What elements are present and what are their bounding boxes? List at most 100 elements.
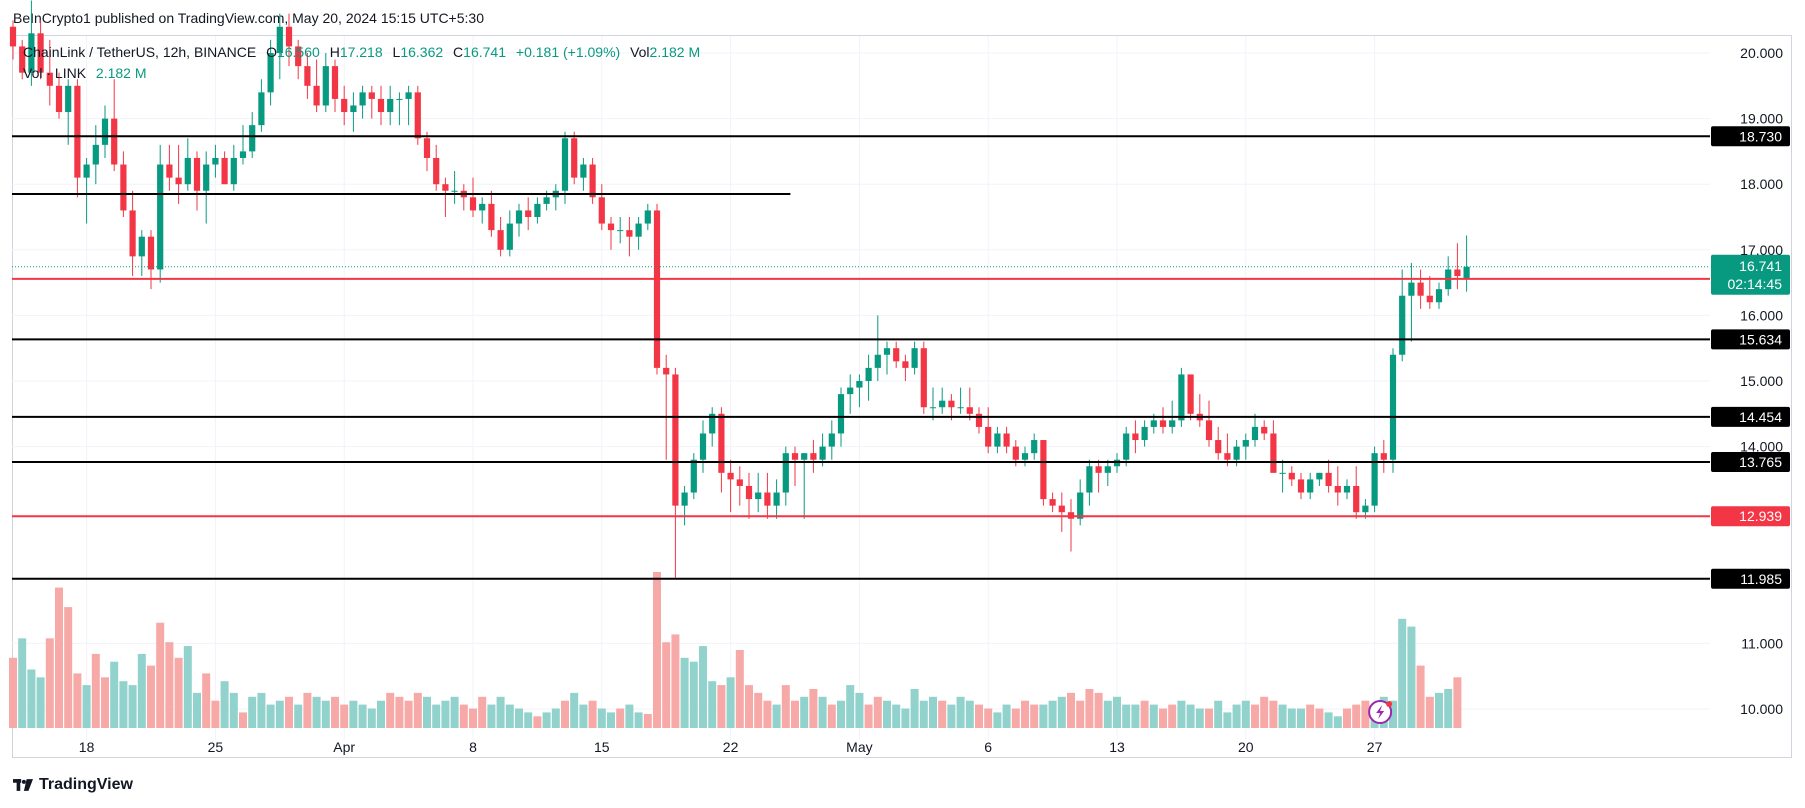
x-tick-label: 27 bbox=[1367, 739, 1383, 755]
candle-body bbox=[28, 33, 35, 73]
candle-body bbox=[865, 367, 872, 381]
candle-body bbox=[1380, 453, 1387, 460]
volume-bar bbox=[64, 607, 73, 728]
volume-bar bbox=[864, 704, 873, 728]
candle-body bbox=[203, 164, 210, 191]
volume-bar bbox=[781, 685, 790, 728]
candle-body bbox=[120, 164, 127, 211]
candle-body bbox=[893, 348, 900, 362]
x-tick-label: 18 bbox=[79, 739, 95, 755]
volume-bar bbox=[671, 634, 680, 728]
candle-body bbox=[791, 453, 799, 460]
volume-bar bbox=[101, 677, 109, 728]
candle-body bbox=[1297, 479, 1305, 493]
volume-bar bbox=[1389, 700, 1397, 728]
volume-bar bbox=[156, 622, 165, 728]
volume-bar bbox=[883, 700, 891, 728]
volume-bar bbox=[321, 700, 330, 728]
candle-body bbox=[690, 459, 697, 493]
volume-bar bbox=[358, 704, 367, 728]
volume-bar bbox=[809, 689, 818, 728]
candle-body bbox=[1417, 282, 1424, 296]
level-label: 12.939 bbox=[1739, 508, 1782, 524]
candle-body bbox=[1270, 433, 1277, 473]
volume-bar bbox=[956, 696, 965, 728]
volume-bar bbox=[1278, 704, 1287, 728]
candle-body bbox=[1178, 374, 1185, 421]
open-label: O bbox=[266, 44, 277, 60]
candle-body bbox=[1187, 374, 1194, 414]
volume-bar bbox=[266, 704, 275, 728]
candle-body bbox=[1251, 426, 1259, 441]
volume-bar bbox=[1361, 700, 1370, 728]
candle-body bbox=[212, 157, 219, 165]
candle-body bbox=[83, 164, 90, 178]
volume-bar bbox=[892, 704, 901, 728]
candle-body bbox=[46, 72, 53, 86]
candle-body bbox=[644, 210, 651, 224]
volume-bar bbox=[1306, 704, 1315, 728]
volume-bar bbox=[993, 712, 1002, 728]
candle-body bbox=[1150, 420, 1157, 427]
candle-body bbox=[1049, 499, 1056, 506]
candle-body bbox=[810, 453, 817, 460]
level-label: 15.634 bbox=[1739, 331, 1782, 347]
candle-body bbox=[405, 92, 412, 99]
candle-body bbox=[1215, 440, 1222, 454]
candle-body bbox=[626, 230, 633, 237]
candle-body bbox=[635, 223, 642, 237]
candle-body bbox=[920, 348, 927, 408]
candle-body bbox=[497, 230, 504, 250]
candle-body bbox=[239, 151, 247, 158]
volume-bar bbox=[1131, 704, 1140, 728]
candle-body bbox=[479, 203, 486, 211]
candle-body bbox=[653, 210, 661, 368]
volume-bar bbox=[386, 692, 395, 728]
candle-body bbox=[184, 157, 191, 185]
candle-body bbox=[1288, 472, 1295, 480]
candle-body bbox=[488, 203, 495, 231]
candle-body bbox=[433, 157, 440, 185]
brand-label: TradingView bbox=[39, 776, 133, 793]
candle-body bbox=[1141, 426, 1148, 441]
candle-body bbox=[1123, 433, 1130, 460]
volume-bar bbox=[1195, 708, 1204, 728]
candle-body bbox=[1279, 472, 1286, 474]
volume-bar bbox=[1177, 700, 1186, 728]
x-tick-label: Apr bbox=[333, 739, 355, 755]
y-tick-label: 15.000 bbox=[1740, 373, 1783, 389]
candle-body bbox=[1454, 269, 1461, 277]
ohlc-legend: ChainLink / TetherUS, 12h, BINANCE O16.5… bbox=[23, 44, 700, 60]
volume-bar bbox=[1030, 704, 1039, 728]
candle-body bbox=[782, 453, 789, 493]
volume-bar bbox=[855, 692, 864, 728]
vol-series-value: 2.182 M bbox=[95, 65, 147, 81]
candle-body bbox=[773, 492, 780, 506]
volume-bar bbox=[349, 700, 358, 728]
candle-body bbox=[1104, 466, 1111, 473]
y-tick-label: 18.000 bbox=[1740, 176, 1783, 192]
volume-bar bbox=[947, 704, 956, 728]
chart-frame[interactable] bbox=[12, 35, 1792, 758]
candle-body bbox=[1316, 472, 1323, 480]
volume-bar bbox=[1398, 618, 1407, 728]
volume-bar bbox=[873, 696, 882, 728]
volume-bar bbox=[1297, 708, 1305, 728]
candle-body bbox=[442, 184, 449, 191]
tradingview-logo[interactable]: TradingView bbox=[13, 776, 133, 794]
candle-body bbox=[1021, 453, 1029, 460]
candle-body bbox=[1325, 472, 1332, 486]
candle-body bbox=[856, 381, 863, 388]
candle-body bbox=[37, 33, 44, 73]
candle-body bbox=[709, 413, 716, 434]
volume-bar bbox=[634, 712, 643, 728]
candle-body bbox=[948, 400, 955, 408]
level-label: 13.765 bbox=[1739, 454, 1782, 470]
volume-bar bbox=[1315, 708, 1324, 728]
candle-body bbox=[699, 433, 707, 460]
candle-body bbox=[1040, 440, 1047, 500]
candle-body bbox=[267, 53, 274, 93]
candle-body bbox=[1334, 485, 1341, 493]
volume-bar bbox=[551, 708, 560, 728]
